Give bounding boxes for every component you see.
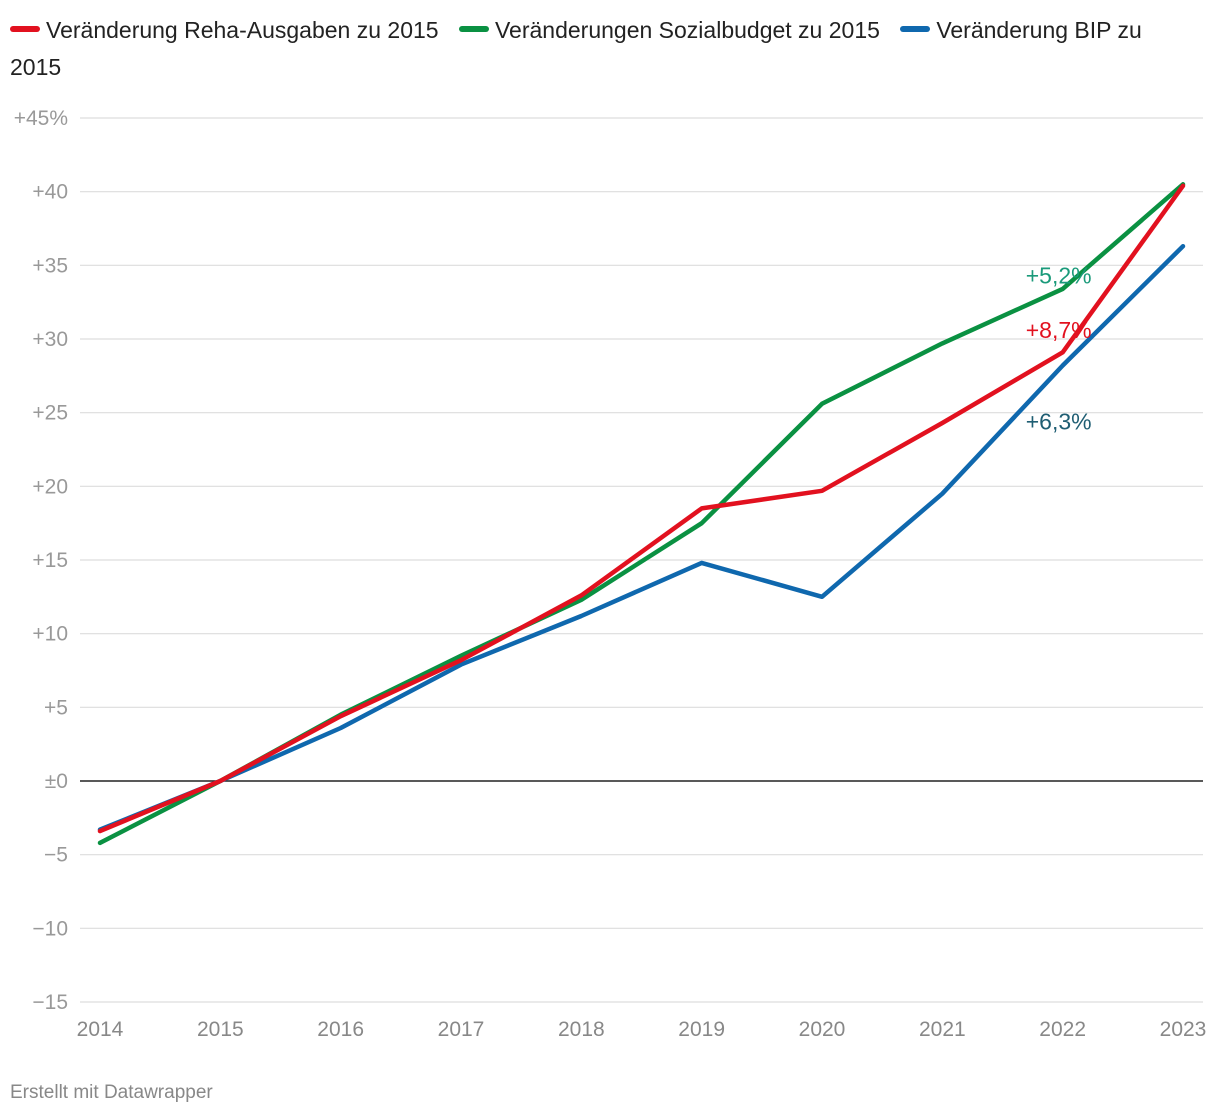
series-line	[97, 182, 1186, 846]
x-tick-label: 2017	[438, 1018, 485, 1041]
annotations: +5,2% +8,7% +6,3%	[1026, 263, 1092, 435]
x-tick-label: 2021	[919, 1018, 966, 1041]
legend-swatch	[900, 25, 931, 32]
x-tick-label: 2014	[77, 1018, 124, 1041]
series-lines	[97, 182, 1186, 846]
series-line	[97, 243, 1186, 832]
chart-legend: Veränderung Reha-Ausgaben zu 2015 Veränd…	[10, 12, 1200, 86]
y-axis: +45% +40 +35 +30 +25 +20 +15 +10 +5 ±0 −5 −10 −15	[14, 107, 68, 1014]
legend-swatch	[10, 25, 40, 32]
y-tick-label: −10	[32, 917, 68, 940]
grid-lines	[80, 117, 1203, 1003]
y-tick-label: +20	[32, 475, 68, 498]
y-tick-label: +40	[32, 181, 68, 204]
y-tick-label: −15	[32, 991, 68, 1014]
data-annotation: +6,3%	[1026, 409, 1092, 435]
legend-item: Veränderung Reha-Ausgaben zu 2015	[10, 17, 439, 43]
x-tick-label: 2016	[317, 1018, 364, 1041]
y-tick-label: +35	[32, 254, 68, 277]
legend-label: Veränderung BIP zu 2015	[10, 17, 1142, 80]
x-tick-label: 2018	[558, 1018, 605, 1041]
y-tick-label: +15	[32, 549, 68, 572]
x-axis: 2014 2015 2016 2017 2018 2019 2020 2021 2022 2023	[77, 1018, 1207, 1041]
x-tick-label: 2019	[678, 1018, 725, 1041]
legend-item: Veränderungen Sozialbudget zu 2015	[458, 17, 880, 43]
legend-item: Veränderung BIP zu 2015	[10, 17, 1142, 80]
y-tick-label: ±0	[45, 770, 68, 793]
y-tick-label: +25	[32, 402, 68, 425]
x-tick-label: 2023	[1160, 1018, 1207, 1041]
data-annotation: +5,2%	[1026, 263, 1092, 289]
series-line	[97, 183, 1186, 834]
y-tick-label: +45%	[14, 107, 68, 130]
legend-label: Veränderungen Sozialbudget zu 2015	[494, 17, 880, 43]
legend-label: Veränderung Reha-Ausgaben zu 2015	[46, 17, 439, 43]
y-tick-label: +5	[44, 696, 68, 719]
legend-swatch	[458, 25, 489, 32]
y-tick-label: +10	[32, 623, 68, 646]
line-chart: +45% +40 +35 +30 +25 +20 +15 +10 +5 ±0 −5 −10 −15 20…	[14, 107, 1207, 1041]
data-annotation: +8,7%	[1026, 317, 1092, 343]
y-tick-label: −5	[44, 844, 68, 867]
x-tick-label: 2015	[197, 1018, 244, 1041]
x-tick-label: 2020	[799, 1018, 846, 1041]
credit-text: Erstellt mit Datawrapper	[10, 1082, 213, 1103]
y-tick-label: +30	[32, 328, 68, 351]
x-tick-label: 2022	[1039, 1018, 1086, 1041]
